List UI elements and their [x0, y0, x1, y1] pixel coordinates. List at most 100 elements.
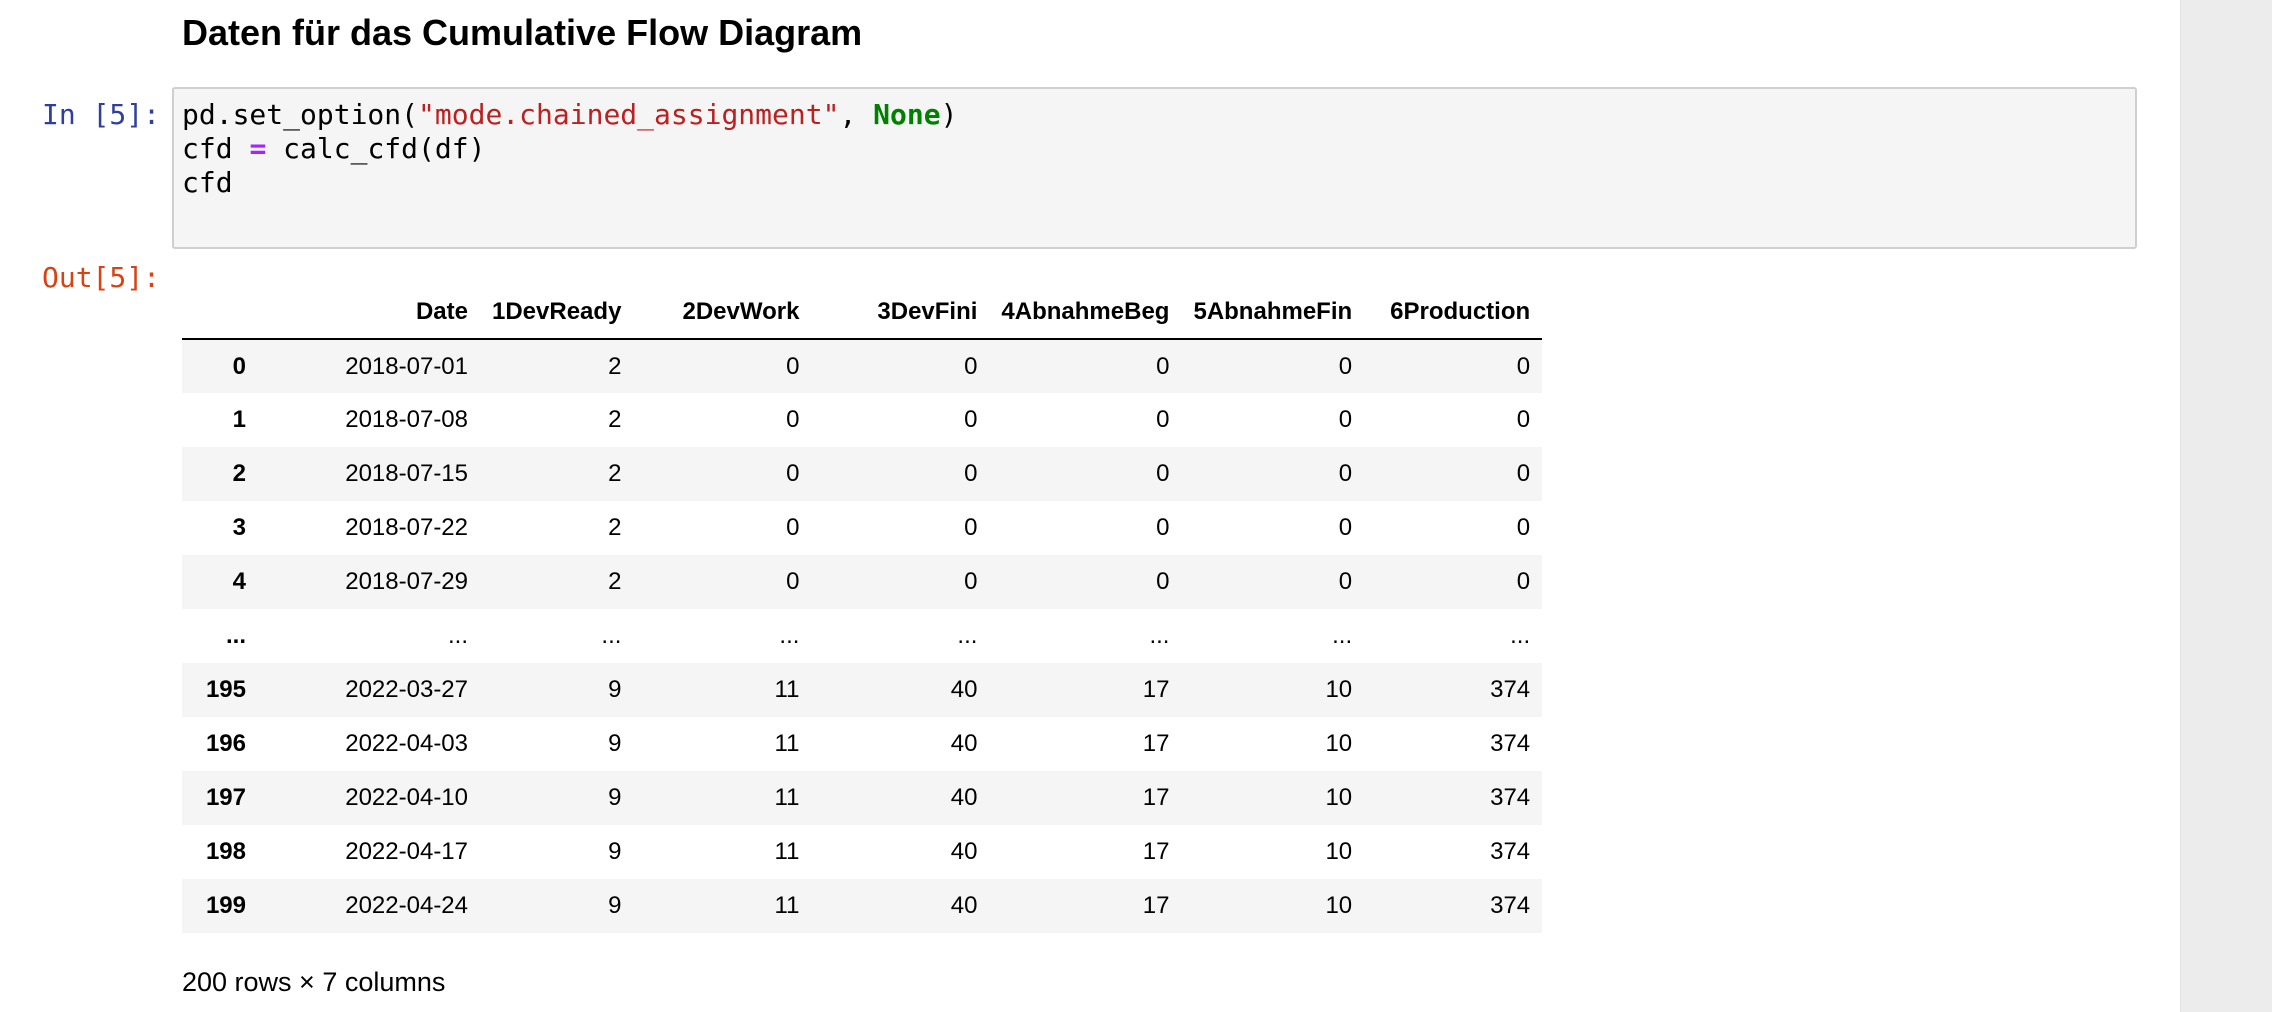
- table-cell: 0: [786, 460, 800, 487]
- row-index: 1: [232, 406, 246, 433]
- input-prompt: In [5]:: [41, 98, 160, 131]
- table-cell: 0: [1516, 352, 1531, 380]
- table-cell: 0: [786, 352, 800, 380]
- table-cell: 2022-04-24: [345, 892, 468, 919]
- row-index: 3: [232, 514, 246, 541]
- table-cell: 10: [1325, 676, 1353, 703]
- table-cell: 374: [1490, 838, 1531, 865]
- table-row: 199 2022-04-24 9 11 40 17 10 374: [182, 879, 1543, 933]
- table-cell: ...: [601, 622, 622, 649]
- code-token-keyword: None: [873, 98, 941, 131]
- table-cell: 11: [774, 676, 800, 703]
- table-cell: 2018-07-01: [345, 352, 468, 380]
- output-prompt: Out[5]:: [41, 261, 160, 294]
- table-cell: ...: [779, 622, 800, 649]
- table-cell: 17: [1142, 784, 1170, 811]
- table-cell: 17: [1142, 892, 1170, 919]
- column-header: 2DevWork: [633, 285, 812, 340]
- code-token: calc_cfd(df): [266, 132, 486, 165]
- code-token: cfd: [182, 132, 250, 165]
- table-cell: 0: [964, 514, 978, 541]
- table-cell: 0: [1156, 514, 1170, 541]
- table-cell: 9: [608, 892, 622, 919]
- column-header: 6Production: [1364, 285, 1543, 340]
- table-cell: 2: [608, 460, 622, 487]
- code-token: ,: [839, 98, 874, 131]
- table-row: 2 2018-07-15 2 0 0 0 0 0: [182, 447, 1543, 501]
- table-row: 195 2022-03-27 9 11 40 17 10 374: [182, 663, 1543, 717]
- row-index: 2: [232, 460, 246, 487]
- table-cell: 2018-07-29: [345, 568, 468, 595]
- table-header: Date 1DevReady 2DevWork 3DevFini 4Abnahm…: [182, 285, 1543, 340]
- table-cell: 10: [1325, 730, 1353, 757]
- table-cell: 0: [1156, 406, 1170, 433]
- table-cell: 0: [1156, 352, 1170, 380]
- table-cell: 11: [774, 838, 800, 865]
- index-header: [182, 285, 258, 340]
- table-cell: 40: [950, 838, 978, 865]
- table-cell: 0: [786, 568, 800, 595]
- table-cell: 0: [1338, 568, 1353, 595]
- table-cell: 0: [786, 514, 800, 541]
- row-index: 196: [205, 730, 246, 757]
- table-cell: 0: [1338, 406, 1353, 433]
- table-cell: 11: [774, 892, 800, 919]
- table-cell: ...: [1149, 622, 1170, 649]
- code-line-2: cfd = calc_cfd(df): [182, 132, 2127, 166]
- table-cell: 9: [608, 730, 622, 757]
- row-index: 198: [205, 838, 246, 865]
- table-cell: 10: [1325, 838, 1353, 865]
- row-index: 4: [232, 568, 246, 595]
- table-cell: 2022-03-27: [345, 676, 468, 703]
- table-row: 3 2018-07-22 2 0 0 0 0 0: [182, 501, 1542, 555]
- row-index: 199: [205, 892, 246, 919]
- table-cell: 10: [1325, 784, 1353, 811]
- table-cell: 374: [1490, 676, 1531, 703]
- code-line-3: cfd: [182, 166, 233, 199]
- table-cell: 0: [1516, 568, 1531, 595]
- table-cell: 40: [950, 892, 978, 919]
- table-cell: 40: [950, 784, 978, 811]
- column-header: 5AbnahmeFin: [1181, 285, 1365, 340]
- table-cell: 2: [608, 352, 622, 380]
- row-index: 197: [205, 784, 246, 811]
- table-cell: 2018-07-08: [345, 406, 468, 433]
- table-cell: 0: [964, 352, 978, 380]
- table-cell: 2: [608, 406, 622, 433]
- notebook-area: Daten für das Cumulative Flow Diagram In…: [41, 12, 2137, 997]
- table-cell: ...: [1510, 622, 1531, 649]
- table-cell: 17: [1142, 838, 1170, 865]
- table-cell: 374: [1490, 784, 1531, 811]
- table-cell: 2022-04-03: [345, 730, 468, 757]
- code-line-1: pd.set_option("mode.chained_assignment",…: [182, 98, 2127, 132]
- table-row: 198 2022-04-17 9 11 40 17 10 374: [182, 825, 1542, 879]
- table-cell: 10: [1325, 892, 1353, 919]
- code-token: ): [940, 98, 958, 131]
- table-cell: 0: [1516, 406, 1531, 433]
- row-index: 0: [232, 352, 246, 380]
- table-cell: 0: [964, 460, 978, 487]
- right-gutter: [2180, 0, 2272, 1012]
- table-cell: 2: [608, 514, 622, 541]
- table-cell: 11: [774, 730, 800, 757]
- code-cell-editor[interactable]: pd.set_option("mode.chained_assignment",…: [172, 87, 2137, 249]
- table-cell: 2018-07-22: [345, 514, 468, 541]
- table-row: 1 2018-07-08 2 0 0 0 0 0: [182, 393, 1542, 447]
- table-cell: 0: [786, 406, 800, 433]
- output-area: Date 1DevReady 2DevWork 3DevFini 4Abnahm…: [182, 285, 1543, 933]
- row-index: ...: [225, 622, 246, 649]
- table-row: ........................: [182, 609, 1542, 663]
- code-token-string: "mode.chained_assignment": [418, 98, 840, 131]
- table-cell: 0: [1516, 460, 1531, 487]
- table-cell: ...: [1332, 622, 1353, 649]
- table-row: 4 2018-07-29 2 0 0 0 0 0: [182, 555, 1543, 609]
- table-cell: 11: [774, 784, 800, 811]
- column-header: 3DevFini: [811, 285, 990, 340]
- table-cell: 0: [1156, 568, 1170, 595]
- table-cell: 374: [1490, 730, 1531, 757]
- table-cell: 9: [608, 838, 622, 865]
- code-token: pd.set_option(: [182, 98, 419, 131]
- column-header: 4AbnahmeBeg: [989, 285, 1182, 340]
- table-row: 196 2022-04-03 9 11 40 17 10 374: [182, 717, 1542, 771]
- table-cell: 2022-04-17: [345, 838, 468, 865]
